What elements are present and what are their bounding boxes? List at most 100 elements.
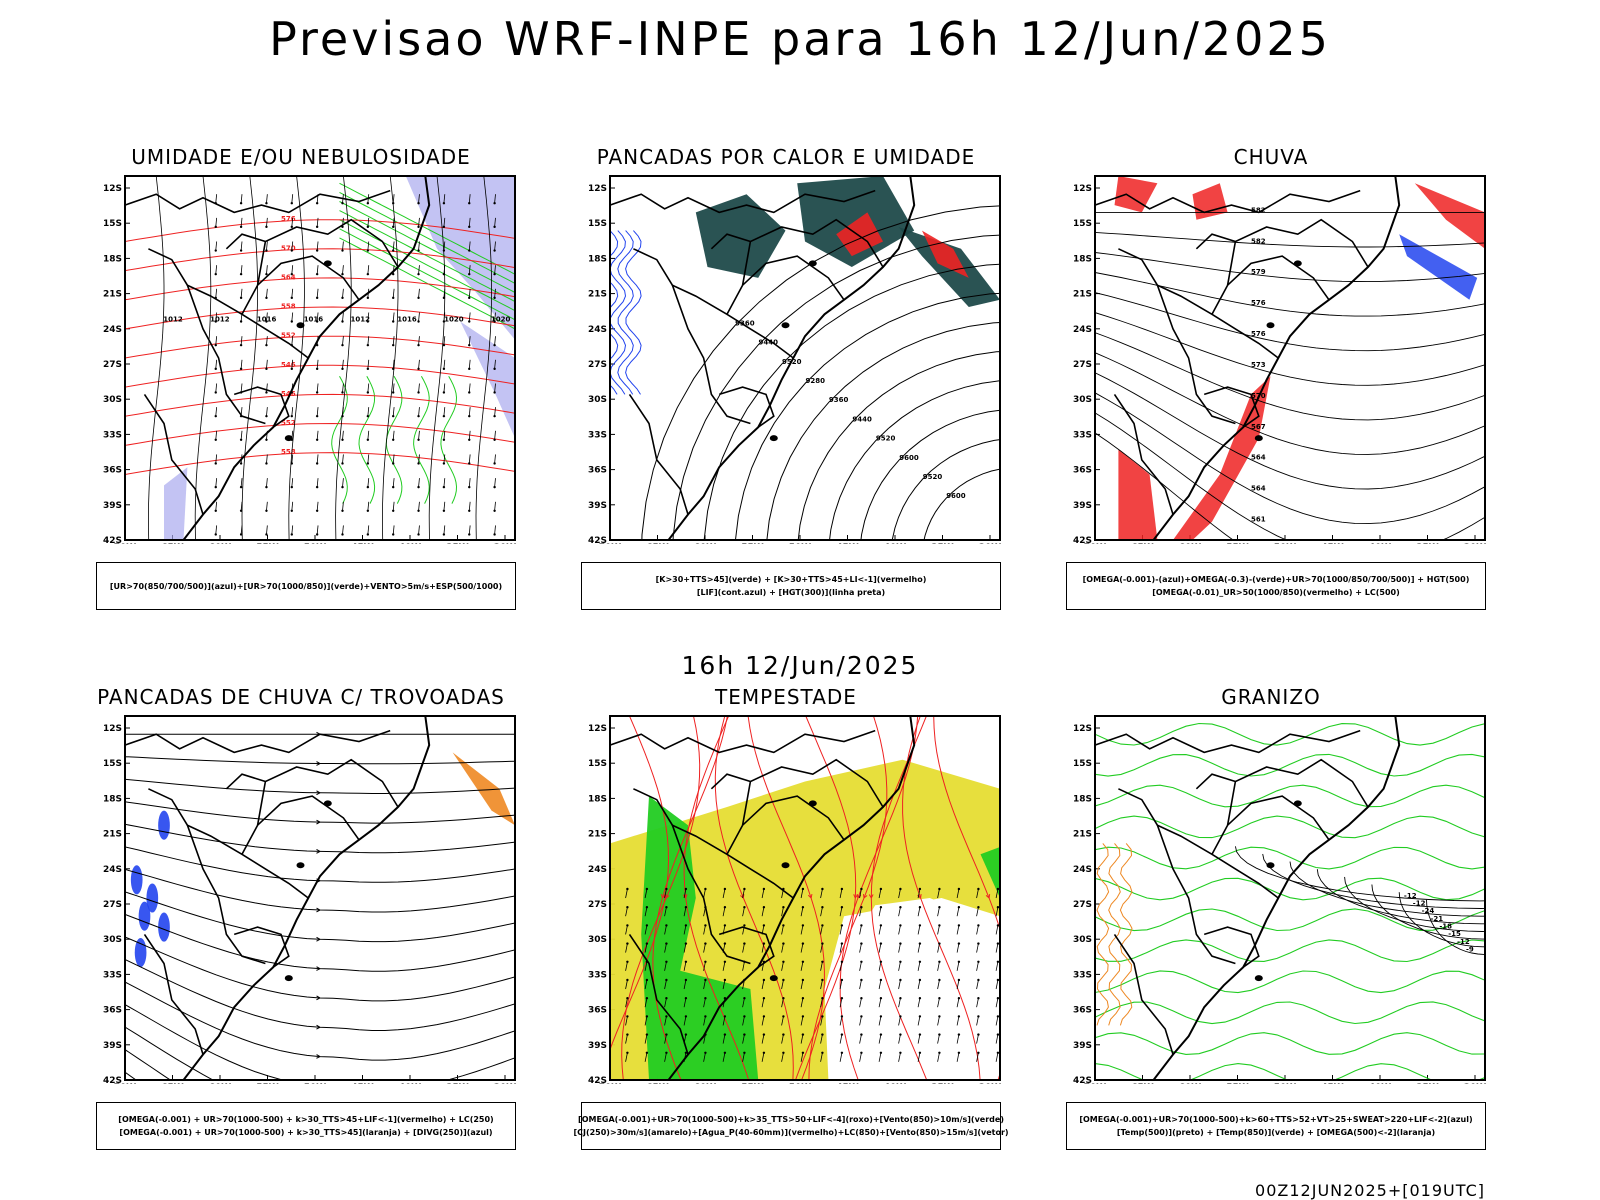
political-border — [1203, 926, 1260, 968]
lat-tick-label: 30S — [1073, 935, 1092, 945]
wind-vector — [995, 1016, 999, 1026]
wind-vector — [683, 998, 687, 1008]
wind-vector-head — [801, 978, 805, 982]
wind-vector-head — [265, 249, 268, 252]
wind-vector — [468, 194, 471, 204]
wind-vector-head — [899, 978, 902, 982]
wind-vector-head — [684, 942, 688, 945]
wind-vector-head — [468, 391, 471, 394]
contour-line — [617, 230, 634, 395]
wind-vector-head — [392, 509, 395, 512]
wind-vector-head — [996, 978, 1000, 982]
wind-vector — [976, 943, 979, 953]
wind-vector-head — [315, 272, 319, 276]
lat-tick-label: 39S — [1073, 1041, 1092, 1051]
wind-vector-head — [743, 1051, 746, 1054]
wind-vector — [800, 998, 804, 1008]
wind-vector-head — [977, 1051, 980, 1054]
wind-vector — [494, 312, 496, 322]
wind-vector-head — [645, 942, 649, 945]
wind-vector-head — [341, 438, 344, 441]
wind-vector-head — [860, 924, 863, 927]
legend-pancadas-calor: [K>30+TTS>45](verde) + [K>30+TTS>45+LI<-… — [581, 562, 1001, 610]
contour-label: 1016 — [397, 316, 417, 324]
wind-vector-head — [665, 1015, 668, 1018]
wind-vector — [742, 1052, 745, 1062]
contour-line — [1095, 252, 1485, 283]
contour-label: 567 — [1251, 423, 1266, 431]
political-border — [741, 218, 884, 286]
lat-tick-label: 42S — [1073, 536, 1092, 544]
wind-vector-head — [417, 438, 420, 441]
wind-vector-head — [879, 924, 883, 927]
wind-vector-head — [315, 367, 319, 371]
wind-vector — [761, 888, 765, 899]
contour-line — [1426, 899, 1485, 955]
wind-vector — [683, 943, 687, 953]
contour-line — [125, 306, 515, 330]
wind-vector — [820, 925, 823, 935]
wind-vector-head — [938, 906, 941, 909]
wind-vector-head — [957, 906, 961, 909]
lon-tick-label: 55W — [1226, 1083, 1249, 1084]
wind-vector — [917, 1034, 921, 1044]
wind-vector — [494, 359, 496, 369]
contour-line — [1095, 231, 1485, 248]
wind-vector — [468, 478, 471, 488]
wind-vector — [266, 217, 268, 227]
contour-line — [703, 263, 1000, 540]
wind-vector-head — [782, 1015, 785, 1018]
wind-vector-head — [290, 414, 293, 418]
wind-vector-head — [341, 272, 344, 276]
wind-vector — [443, 501, 446, 511]
wind-vector-head — [899, 887, 902, 891]
wind-vector-head — [704, 1051, 707, 1054]
streamline-arrow — [660, 893, 666, 899]
divergence-area — [158, 810, 170, 840]
wind-vector-head — [315, 533, 319, 536]
map-frame — [1094, 715, 1486, 1081]
lat-tick-label: 30S — [103, 935, 122, 945]
wind-vector-head — [417, 202, 420, 205]
wind-vector — [392, 336, 395, 346]
wind-vector-head — [782, 924, 785, 927]
wind-vector — [781, 925, 784, 935]
panel-title: CHUVA — [1233, 145, 1309, 169]
wind-vector — [625, 961, 628, 971]
lat-tick-label: 39S — [103, 501, 122, 511]
lake — [781, 322, 790, 329]
wind-vector-head — [341, 249, 344, 252]
wind-vector — [820, 961, 823, 971]
wind-vector-head — [366, 296, 370, 300]
contour-line — [1316, 869, 1485, 925]
lat-tick-label: 21S — [103, 290, 122, 300]
wind-vector-head — [315, 202, 319, 205]
wind-vector — [443, 336, 446, 346]
wind-vector — [859, 998, 862, 1008]
lon-tick-label: 60W — [1179, 543, 1202, 544]
contour-line — [331, 375, 348, 504]
wind-vector-head — [957, 1051, 961, 1054]
political-border — [1195, 773, 1236, 790]
contour-line — [891, 439, 1000, 540]
humidity-upper-area — [164, 467, 188, 540]
wind-vector — [291, 525, 294, 535]
wind-vector-head — [996, 1015, 1000, 1018]
wind-vector-head — [366, 391, 370, 394]
wind-vector-head — [366, 367, 370, 371]
lake — [1293, 800, 1302, 807]
wind-vector-head — [723, 906, 727, 909]
wind-vector-head — [957, 1015, 961, 1018]
wind-vector — [215, 288, 218, 298]
wind-vector — [995, 907, 999, 917]
lat-tick-label: 18S — [1073, 254, 1092, 264]
wind-vector — [956, 1016, 960, 1026]
coastline — [1152, 176, 1401, 540]
wind-vector-head — [417, 485, 420, 489]
lat-tick-label: 36S — [1073, 466, 1092, 476]
streamline-arrow — [316, 790, 321, 796]
wind-vector — [664, 925, 667, 935]
wind-vector-head — [341, 296, 344, 300]
political-border — [671, 824, 751, 965]
wind-vector-head — [468, 296, 471, 300]
